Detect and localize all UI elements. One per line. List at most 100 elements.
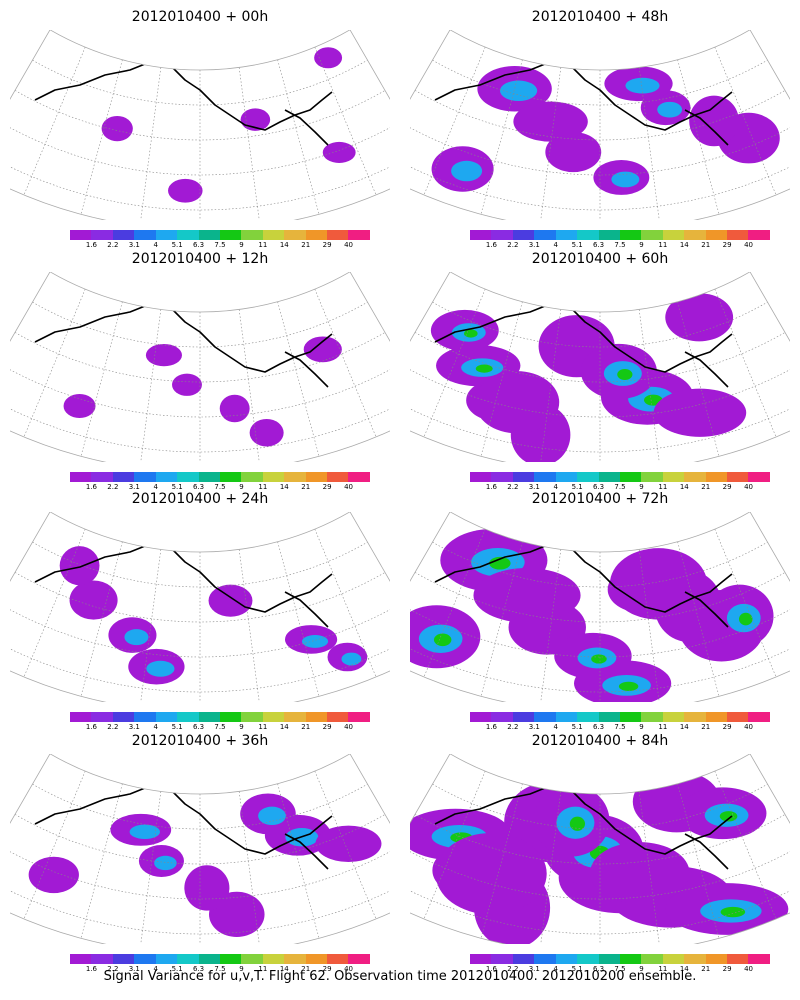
variance-region bbox=[513, 101, 588, 142]
colorbar-tick-label: 5.1 bbox=[171, 965, 183, 973]
colorbar-tick-label: 14 bbox=[279, 965, 289, 973]
colorbar-swatch bbox=[641, 230, 663, 240]
colorbar-tick-label: 3.1 bbox=[528, 723, 540, 731]
colorbar-swatch bbox=[748, 472, 770, 482]
variance-region bbox=[302, 634, 329, 648]
panel-title: 2012010400 + 60h bbox=[531, 251, 669, 267]
colorbar-tick-label: 40 bbox=[344, 723, 354, 731]
variance-region bbox=[258, 806, 286, 826]
colorbar-tick-label: 1.6 bbox=[485, 483, 497, 491]
colorbar-tick-label: 7.5 bbox=[614, 965, 626, 973]
colorbar bbox=[70, 230, 370, 240]
colorbar-swatch bbox=[705, 472, 728, 482]
colorbar-tick-label: 2.2 bbox=[507, 723, 519, 731]
colorbar-swatch bbox=[512, 230, 535, 240]
colorbar-swatch bbox=[262, 712, 285, 722]
colorbar-swatch bbox=[470, 954, 492, 964]
map-boundary bbox=[410, 30, 790, 220]
colorbar bbox=[470, 712, 770, 722]
colorbar-swatch bbox=[662, 230, 685, 240]
colorbar-tick-label: 4 bbox=[553, 723, 558, 731]
variance-region bbox=[569, 816, 586, 831]
colorbar-swatch bbox=[134, 230, 156, 240]
variance-region bbox=[489, 556, 511, 570]
colorbar-swatch bbox=[284, 954, 306, 964]
variance-region bbox=[154, 855, 177, 871]
colorbar-tick-label: 9 bbox=[239, 241, 244, 249]
colorbar-swatch bbox=[177, 230, 199, 240]
colorbar-swatch bbox=[262, 230, 285, 240]
colorbar-swatch bbox=[512, 472, 535, 482]
colorbar-tick-label: 1.6 bbox=[85, 241, 97, 249]
colorbar-swatch bbox=[155, 230, 178, 240]
colorbar-tick-label: 4 bbox=[153, 723, 158, 731]
colorbar-swatch bbox=[491, 712, 513, 722]
colorbar-swatch bbox=[155, 712, 178, 722]
colorbar-swatch bbox=[534, 230, 556, 240]
map-canvas bbox=[10, 272, 390, 462]
colorbar-swatch bbox=[177, 472, 199, 482]
variance-region bbox=[618, 681, 639, 692]
variance-region bbox=[249, 418, 284, 447]
variance-region bbox=[322, 141, 356, 163]
colorbar-tick-label: 7.5 bbox=[614, 483, 626, 491]
colorbar-tick-label: 6.3 bbox=[192, 241, 205, 249]
map-canvas bbox=[410, 272, 790, 462]
figure-caption: Signal Variance for u,v,T. Flight 62. Ob… bbox=[103, 969, 697, 984]
colorbar-swatch bbox=[70, 954, 92, 964]
colorbar-tick-label: 5.1 bbox=[571, 483, 583, 491]
forecast-panel: 2012010400 + 24h 1.6 2.2 3.1 4 5.1 6.3 7.5 9 11 14… bbox=[10, 490, 390, 733]
variance-region bbox=[720, 906, 746, 918]
colorbar-tick-label: 9 bbox=[639, 723, 644, 731]
colorbar-ticks: 1.6 2.2 3.1 4 5.1 6.3 7.5 9 11 14 21 29 40 bbox=[70, 965, 370, 975]
colorbar-swatch bbox=[305, 472, 328, 482]
colorbar-swatch bbox=[241, 472, 263, 482]
colorbar-swatch bbox=[327, 472, 349, 482]
colorbar-swatch bbox=[555, 712, 578, 722]
colorbar-swatch bbox=[598, 712, 620, 722]
colorbar-ticks: 1.6 2.2 3.1 4 5.1 6.3 7.5 9 11 14 21 29 40 bbox=[70, 723, 370, 733]
colorbar bbox=[470, 472, 770, 482]
colorbar-tick-label: 29 bbox=[722, 483, 732, 491]
panel-title: 2012010400 + 48h bbox=[531, 9, 669, 25]
colorbar-swatch bbox=[219, 712, 242, 722]
variance-region bbox=[611, 171, 640, 188]
colorbar-swatch bbox=[619, 472, 642, 482]
colorbar-tick-label: 4 bbox=[553, 241, 558, 249]
panel-title: 2012010400 + 12h bbox=[131, 251, 269, 267]
colorbar-tick-label: 21 bbox=[301, 723, 311, 731]
colorbar-ticks: 1.6 2.2 3.1 4 5.1 6.3 7.5 9 11 14 21 29 40 bbox=[70, 483, 370, 493]
colorbar-tick-label: 2.2 bbox=[107, 723, 119, 731]
colorbar-tick-label: 21 bbox=[701, 965, 711, 973]
colorbar-swatch bbox=[348, 230, 370, 240]
colorbar-tick-label: 14 bbox=[679, 483, 689, 491]
colorbar-swatch bbox=[534, 954, 556, 964]
colorbar-tick-label: 9 bbox=[639, 241, 644, 249]
forecast-panel: 2012010400 + 12h 1.6 2.2 3.1 4 5.1 6.3 7.5 9 11 14… bbox=[10, 250, 390, 493]
colorbar-tick-label: 3.1 bbox=[128, 483, 140, 491]
colorbar-tick-label: 40 bbox=[744, 723, 754, 731]
variance-region bbox=[464, 329, 478, 338]
colorbar-swatch bbox=[70, 230, 92, 240]
variance-region bbox=[689, 95, 739, 147]
variance-region bbox=[168, 178, 203, 203]
variance-region bbox=[314, 47, 343, 69]
map-boundary bbox=[10, 272, 390, 462]
colorbar-swatch bbox=[91, 954, 113, 964]
colorbar-tick-label: 29 bbox=[722, 965, 732, 973]
colorbar-swatch bbox=[662, 954, 685, 964]
colorbar-swatch bbox=[284, 472, 306, 482]
colorbar-tick-label: 3.1 bbox=[128, 723, 140, 731]
colorbar-tick-label: 11 bbox=[658, 965, 668, 973]
colorbar-swatch bbox=[662, 712, 685, 722]
variance-region bbox=[625, 77, 660, 94]
map-canvas bbox=[410, 754, 790, 944]
colorbar-tick-label: 3.1 bbox=[128, 965, 140, 973]
colorbar-tick-label: 7.5 bbox=[614, 241, 626, 249]
colorbar-tick-label: 2.2 bbox=[507, 483, 519, 491]
colorbar-swatch bbox=[91, 472, 113, 482]
colorbar-tick-label: 29 bbox=[322, 965, 332, 973]
colorbar-tick-label: 1.6 bbox=[85, 723, 97, 731]
colorbar-tick-label: 5.1 bbox=[171, 483, 183, 491]
colorbar-swatch bbox=[112, 954, 135, 964]
